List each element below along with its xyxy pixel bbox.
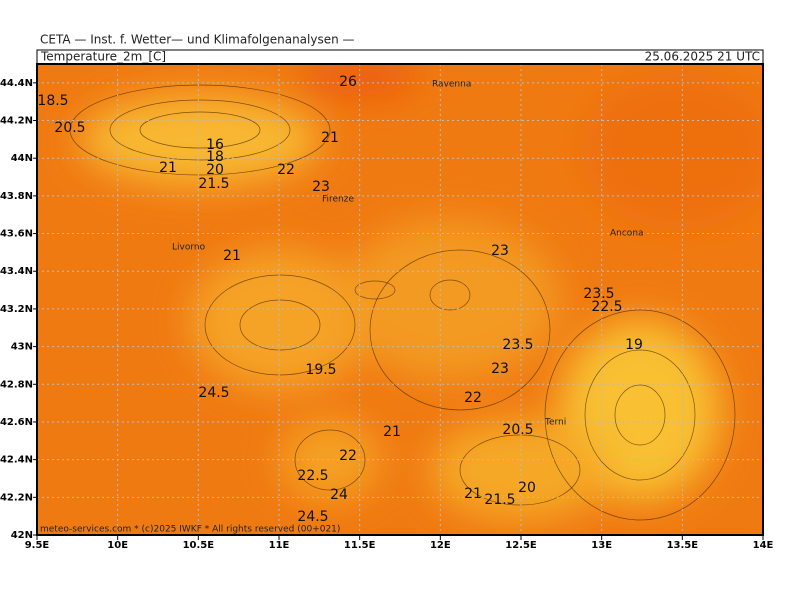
field-title: Temperature_2m_[C]: [40, 50, 166, 64]
x-tick-label: 9.5E: [25, 540, 50, 551]
x-tick-label: 14E: [753, 540, 774, 551]
datetime: 25.06.2025 21 UTC: [645, 50, 760, 64]
city-label: Firenze: [322, 195, 354, 205]
contour-label: 20: [206, 162, 224, 178]
contour-label: 18.5: [37, 93, 68, 109]
y-tick-label: 42N: [11, 530, 33, 541]
x-tick-label: 13E: [591, 540, 612, 551]
institute: CETA — Inst. f. Wetter— und Klimafolgena…: [40, 33, 355, 47]
y-tick-label: 43.6N: [0, 229, 33, 240]
city-label: Ravenna: [432, 80, 471, 90]
y-tick-label: 42.6N: [0, 417, 33, 428]
contour-label: 21.5: [198, 176, 229, 192]
footer: meteo-services.com * (c)2025 IWKF * All …: [40, 525, 340, 535]
labels: Ravenna Firenze Livorno Ancona Terni 26 18.5 20…: [37, 74, 643, 525]
contour-label: 21: [159, 160, 177, 176]
contour-label: 23: [491, 243, 509, 259]
x-tick-label: 12E: [430, 540, 451, 551]
map-area: [37, 64, 763, 535]
x-tick-label: 13.5E: [667, 540, 699, 551]
contour-label: 22: [277, 162, 295, 178]
contour-label: 20: [518, 480, 536, 496]
contour-label: 21: [464, 486, 482, 502]
y-tick-label: 43.4N: [0, 266, 33, 277]
contour-label: 21: [321, 130, 339, 146]
x-tick-label: 12.5E: [505, 540, 537, 551]
y-tick-label: 42.2N: [0, 492, 33, 503]
contour-label: 23.5: [583, 286, 614, 302]
contour-label: 23: [312, 179, 330, 195]
y-tick-label: 43N: [11, 342, 33, 353]
contour-label: 26: [339, 74, 357, 90]
contour-label: 21.5: [484, 492, 515, 508]
contour-label: 19: [625, 337, 643, 353]
contour-label: 22.5: [297, 468, 328, 484]
y-tick-label: 44.2N: [0, 116, 33, 127]
contour-label: 18: [206, 149, 224, 165]
city-label: Livorno: [172, 243, 206, 253]
contour-label: 19.5: [305, 362, 336, 378]
contour-label: 24.5: [198, 385, 229, 401]
y-tick-label: 42.8N: [0, 379, 33, 390]
contour-label: 20.5: [54, 120, 85, 136]
y-tick-label: 43.8N: [0, 191, 33, 202]
isotherms: [69, 84, 736, 521]
contour-label: 23.5: [502, 337, 533, 353]
x-tick-label: 11.5E: [344, 540, 376, 551]
contour-label: 22: [339, 448, 357, 464]
contour-label: 24.5: [297, 509, 328, 525]
contour-label: 23: [491, 361, 509, 377]
y-tick-label: 44.4N: [0, 78, 33, 89]
y-tick-label: 44N: [11, 153, 33, 164]
x-tick-label: 11E: [269, 540, 290, 551]
contour-label: 22: [464, 390, 482, 406]
y-tick-label: 42.4N: [0, 455, 33, 466]
contour-label: 21: [223, 248, 241, 264]
contour-label: 22.5: [591, 299, 622, 315]
x-tick-label: 10E: [107, 540, 128, 551]
contour-label: 20.5: [502, 422, 533, 438]
x-tick-label: 10.5E: [183, 540, 215, 551]
contour-label: 24: [330, 487, 348, 503]
y-tick-label: 43.2N: [0, 304, 33, 315]
city-label: Ancona: [610, 229, 644, 239]
map-frame: [36, 63, 764, 536]
city-label: Terni: [544, 418, 566, 428]
contour-label: 16: [206, 137, 224, 153]
contour-label: 21: [383, 424, 401, 440]
